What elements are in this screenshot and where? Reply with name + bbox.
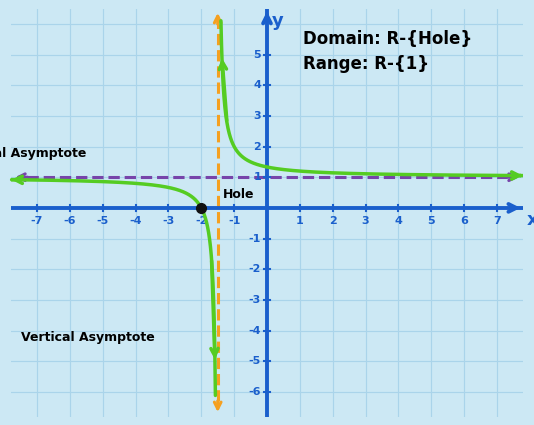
Text: 2: 2 [253, 142, 261, 152]
Text: -1: -1 [228, 216, 240, 227]
Text: -2: -2 [249, 264, 261, 274]
Text: 5: 5 [254, 50, 261, 60]
Text: Hole: Hole [223, 188, 254, 201]
Text: 4: 4 [253, 80, 261, 90]
Text: 2: 2 [329, 216, 336, 227]
Text: Domain: R-{Hole}
Range: R-{1}: Domain: R-{Hole} Range: R-{1} [303, 30, 473, 73]
Text: 1: 1 [296, 216, 304, 227]
Text: 5: 5 [428, 216, 435, 227]
Text: -4: -4 [249, 326, 261, 336]
Text: 4: 4 [395, 216, 403, 227]
Text: 7: 7 [493, 216, 501, 227]
Text: 3: 3 [362, 216, 370, 227]
Text: Vertical Asymptote: Vertical Asymptote [20, 331, 154, 343]
Text: y: y [272, 11, 284, 30]
Text: -3: -3 [249, 295, 261, 305]
Text: -6: -6 [64, 216, 76, 227]
Text: -4: -4 [129, 216, 142, 227]
Text: 1: 1 [253, 172, 261, 182]
Text: Horizontal Asymptote: Horizontal Asymptote [0, 147, 87, 160]
Text: -3: -3 [162, 216, 175, 227]
Text: -5: -5 [97, 216, 109, 227]
Text: 3: 3 [254, 111, 261, 121]
Text: x: x [527, 210, 534, 229]
Text: -2: -2 [195, 216, 208, 227]
Text: 6: 6 [460, 216, 468, 227]
Text: -1: -1 [249, 234, 261, 244]
Text: -7: -7 [31, 216, 43, 227]
Text: -6: -6 [249, 387, 261, 397]
Text: -5: -5 [249, 356, 261, 366]
